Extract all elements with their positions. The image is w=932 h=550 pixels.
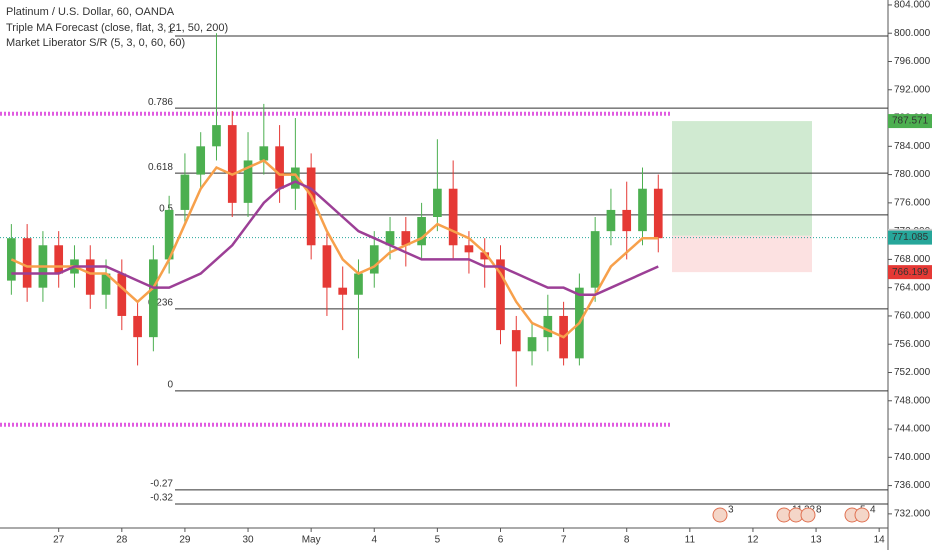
candle-body: [85, 259, 95, 295]
fib-label: 0.5: [159, 204, 173, 215]
candle-body: [259, 146, 269, 161]
y-tick-label: 756.000: [894, 339, 931, 350]
candle-body: [322, 245, 332, 288]
candle-body: [212, 125, 221, 147]
candle-body: [101, 273, 111, 295]
candle-body: [433, 188, 442, 217]
candle-body: [543, 315, 553, 338]
y-tick-label: 804.000: [894, 0, 931, 11]
fib-label: -0.27: [150, 478, 173, 489]
y-tick-label: 740.000: [894, 452, 931, 463]
candle-body: [54, 245, 64, 274]
x-tick-label: 7: [561, 535, 567, 546]
x-tick-label: 29: [179, 535, 191, 546]
candle-body: [527, 337, 537, 352]
candle-body: [401, 231, 411, 246]
candle-body: [291, 167, 300, 189]
candle-body: [606, 209, 616, 232]
moving-average: [10, 158, 659, 339]
price-label: 771.085: [892, 232, 929, 243]
candle-body: [149, 259, 158, 338]
candle-body: [590, 231, 600, 288]
candle-body: [338, 287, 348, 295]
moving-average: [11, 180, 659, 296]
candle-body: [511, 330, 521, 352]
x-tick-label: 4: [371, 535, 377, 546]
candle-body: [480, 252, 490, 260]
candle-body: [464, 245, 474, 253]
price-label-box: [888, 114, 932, 129]
candle-body: [22, 238, 32, 288]
price-label: 766.199: [892, 267, 929, 278]
event-marker: [712, 507, 728, 523]
candle-body: [653, 188, 663, 239]
x-tick-label: 11: [685, 535, 696, 546]
x-tick-label: May: [302, 535, 321, 546]
x-tick-label: 6: [498, 535, 504, 546]
y-tick-label: 796.000: [894, 56, 931, 67]
fib-label: 0: [167, 380, 173, 391]
y-tick-label: 784.000: [894, 141, 931, 152]
event-count: 3: [728, 505, 734, 516]
x-tick-label: 27: [53, 535, 65, 546]
fib-label: -0.32: [150, 493, 173, 504]
candle-body: [117, 273, 127, 316]
indicator-label: Market Liberator S/R (5, 3, 0, 60, 60): [6, 37, 185, 49]
y-tick-label: 736.000: [894, 480, 931, 491]
x-tick-label: 30: [242, 535, 254, 546]
y-tick-label: 800.000: [894, 28, 931, 39]
fib-label: 1: [167, 25, 173, 36]
fib-label: 0.618: [148, 162, 173, 173]
target-zone: [672, 121, 812, 236]
candle-body: [448, 188, 458, 246]
y-tick-label: 760.000: [894, 311, 931, 322]
price-label-box: [888, 265, 932, 280]
event-count: 4: [870, 505, 876, 516]
y-tick-label: 764.000: [894, 282, 931, 293]
candle-body: [196, 146, 206, 175]
y-tick-label: 744.000: [894, 424, 931, 435]
x-tick-label: 5: [435, 535, 441, 546]
y-tick-label: 768.000: [894, 254, 931, 265]
candle-body: [180, 174, 190, 210]
candle-body: [369, 245, 379, 274]
stop-zone: [672, 235, 812, 273]
x-tick-label: 12: [747, 535, 759, 546]
candle-body: [638, 188, 647, 232]
x-tick-label: 28: [116, 535, 128, 546]
event-count: 8: [816, 505, 822, 516]
x-tick-label: 14: [874, 535, 886, 546]
x-tick-label: 8: [624, 535, 630, 546]
price-label-box: [888, 230, 932, 245]
fib-label: 0.236: [148, 298, 173, 309]
event-marker: [800, 507, 816, 523]
candle-body: [275, 146, 284, 189]
y-tick-label: 780.000: [894, 169, 931, 180]
plot: 1 0.786 0.618 0.5 0.236 0 -0.27 -0.32: [0, 25, 888, 505]
y-tick-label: 752.000: [894, 367, 931, 378]
candle-body: [622, 209, 632, 232]
candle-body: [306, 167, 316, 246]
price-label: 787.571: [892, 116, 929, 127]
y-tick-label: 732.000: [894, 509, 931, 520]
candle-body: [385, 231, 395, 246]
indicator-label: Triple MA Forecast (close, flat, 3, 21, …: [6, 22, 228, 34]
candle-body: [243, 160, 253, 203]
chart-title: Platinum / U.S. Dollar, 60, OANDA: [6, 6, 175, 18]
event-marker: [854, 507, 870, 523]
candle-body: [496, 259, 505, 331]
candle-body: [133, 315, 142, 338]
candle-body: [354, 273, 363, 295]
y-tick-label: 776.000: [894, 198, 931, 209]
fib-label: 0.786: [148, 97, 173, 108]
candle-body: [164, 209, 174, 260]
y-tick-label: 792.000: [894, 84, 931, 95]
y-tick-label: 748.000: [894, 395, 931, 406]
x-tick-label: 13: [810, 535, 822, 546]
candle-body: [227, 125, 237, 203]
candle-body: [417, 216, 426, 246]
